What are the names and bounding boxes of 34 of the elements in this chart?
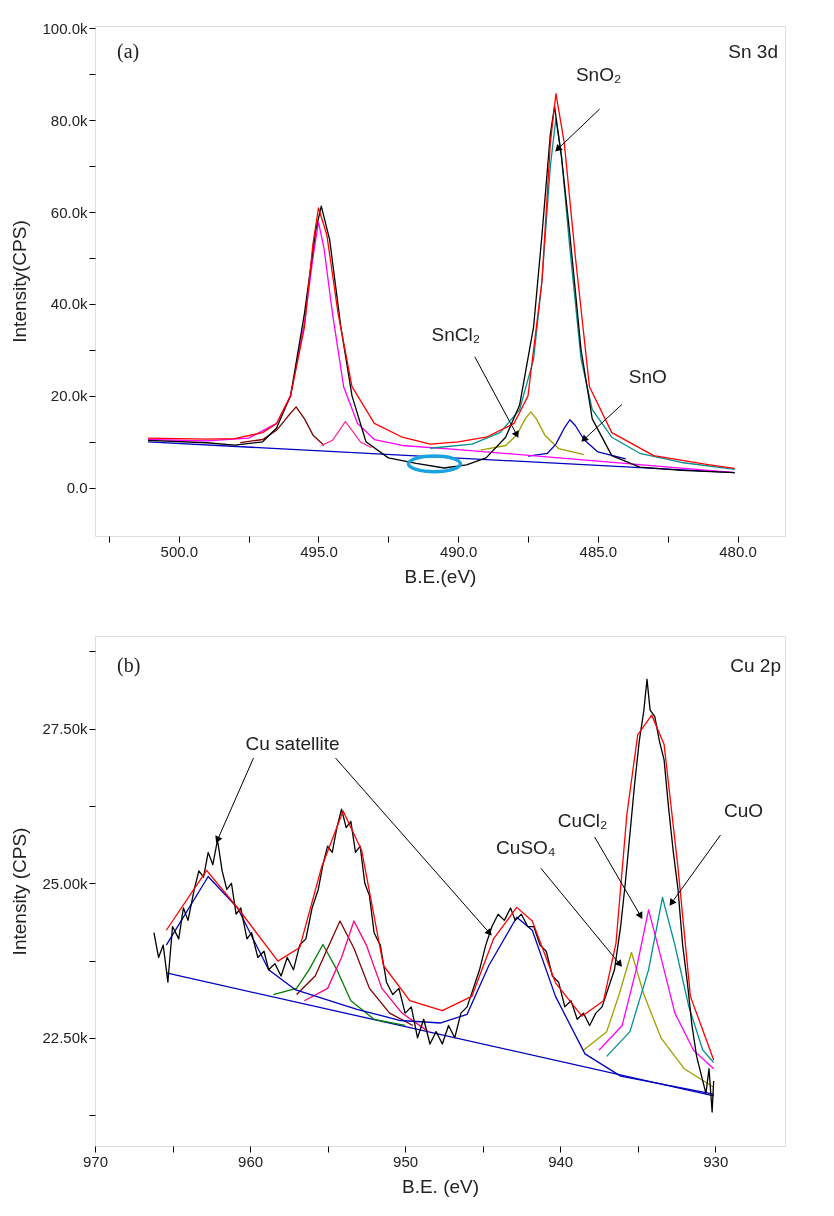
annotation: (b): [117, 654, 141, 677]
y-tick-label: 60.0k: [50, 203, 88, 221]
y-tick-label: 27.50k: [42, 720, 88, 738]
x-tick-label: 960: [238, 1152, 264, 1170]
x-tick-label: 495.0: [300, 542, 338, 560]
annotation: (a): [117, 40, 140, 63]
annotation: Sn 3d: [728, 41, 778, 62]
x-tick-label: 950: [393, 1152, 419, 1170]
y-tick-label: 0.0: [66, 479, 88, 497]
x-tick-label: 930: [703, 1152, 729, 1170]
x-tick-label: 940: [548, 1152, 574, 1170]
annotation: SnCl₂: [431, 323, 481, 345]
annotation: Cu 2p: [730, 655, 781, 676]
annotation: CuCl₂: [557, 810, 608, 832]
y-tick-label: 22.50k: [42, 1029, 88, 1047]
x-tick-label: 500.0: [160, 542, 199, 560]
y-tick-label: 40.0k: [50, 295, 88, 313]
x-tick-label: 490.0: [439, 542, 478, 560]
annotation: SnO: [628, 365, 667, 387]
annotation: CuSO₄: [496, 837, 556, 859]
y-tick-label: 25.00k: [42, 874, 88, 892]
y-axis-title: Intensity(CPS): [9, 220, 31, 343]
y-axis-title: Intensity (CPS): [9, 827, 31, 956]
x-tick-label: 970: [82, 1152, 109, 1170]
annotation: SnO₂: [575, 64, 622, 86]
x-axis-title: B.E.(eV): [404, 565, 477, 587]
x-tick-label: 480.0: [719, 542, 757, 560]
y-tick-label: 80.0k: [50, 111, 88, 129]
annotation: Cu satellite: [245, 733, 340, 754]
annotation: CuO: [723, 800, 764, 822]
y-tick-label: 20.0k: [50, 387, 88, 405]
x-tick-label: 485.0: [579, 542, 618, 560]
y-tick-label: 100.0k: [42, 19, 88, 37]
x-axis-title: B.E. (eV): [401, 1175, 480, 1197]
